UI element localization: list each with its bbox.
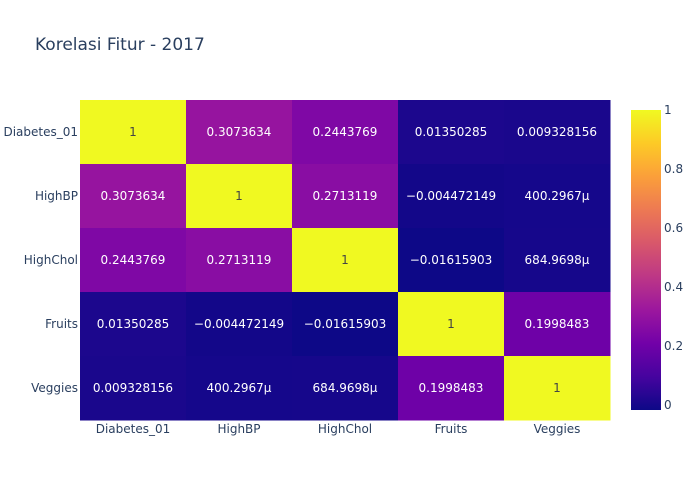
colorbar-tick-label: 1 <box>664 103 672 117</box>
colorbar-tick-label: 0 <box>664 398 672 412</box>
y-tick-label: HighChol <box>24 253 78 267</box>
cell-value-label: 1 <box>341 253 349 267</box>
heatmap-cell <box>504 292 611 357</box>
heatmap-cell <box>292 356 399 421</box>
cell-value-label: 0.3073634 <box>101 189 166 203</box>
heatmap-cell <box>186 100 293 165</box>
colorbar: 0 0.2 0.4 0.6 0.8 1 <box>631 103 683 412</box>
cell-value-label: 0.009328156 <box>517 125 597 139</box>
heatmap-cell <box>80 356 187 421</box>
heatmap-cell <box>504 100 611 165</box>
cell-value-label: 0.1998483 <box>525 317 590 331</box>
y-tick-label: Diabetes_01 <box>3 125 78 139</box>
x-tick-label: HighChol <box>318 422 372 436</box>
x-tick-label: Fruits <box>435 422 468 436</box>
y-tick-label: Veggies <box>31 381 78 395</box>
chart-title: Korelasi Fitur - 2017 <box>35 35 205 55</box>
cell-value-label: −0.01615903 <box>410 253 493 267</box>
x-axis-tick-labels: Diabetes_01 HighBP HighChol Fruits Veggies <box>96 422 581 436</box>
colorbar-gradient <box>631 110 661 410</box>
cell-value-label: 0.2713119 <box>313 189 378 203</box>
heatmap-cell <box>80 164 187 229</box>
heatmap-cell <box>292 292 399 357</box>
colorbar-tick-label: 0.4 <box>664 280 683 294</box>
cell-value-label: 400.2967μ <box>525 189 590 203</box>
x-tick-label: HighBP <box>217 422 260 436</box>
cell-value-label: 0.2443769 <box>101 253 166 267</box>
colorbar-tick-labels: 0 0.2 0.4 0.6 0.8 1 <box>664 103 683 412</box>
cell-value-label: 0.2713119 <box>207 253 272 267</box>
x-tick-label: Veggies <box>534 422 581 436</box>
heatmap-cell <box>398 292 505 357</box>
cell-value-label: 0.3073634 <box>207 125 272 139</box>
y-tick-label: Fruits <box>45 317 78 331</box>
x-tick-label: Diabetes_01 <box>96 422 171 436</box>
heatmap-cell <box>186 164 293 229</box>
heatmap-cell <box>80 292 187 357</box>
heatmap-cell <box>504 356 611 421</box>
heatmap-cell <box>80 100 187 165</box>
cell-value-label: 1 <box>553 381 561 395</box>
heatmap-cell <box>504 228 611 293</box>
cell-value-label: 1 <box>129 125 137 139</box>
cell-value-label: 0.1998483 <box>419 381 484 395</box>
heatmap-cell <box>398 164 505 229</box>
heatmap-cell <box>504 164 611 229</box>
heatmap-cell <box>292 164 399 229</box>
heatmap-cell <box>186 356 293 421</box>
heatmap-cell <box>398 100 505 165</box>
heatmap-cell <box>398 356 505 421</box>
heatmap-cell <box>292 228 399 293</box>
heatmap-cell <box>292 100 399 165</box>
heatmap-cells: 1 0.3073634 0.2443769 0.01350285 0.009328156… <box>80 100 611 421</box>
cell-value-label: 684.9698μ <box>525 253 590 267</box>
y-tick-label: HighBP <box>35 189 78 203</box>
cell-value-label: 0.2443769 <box>313 125 378 139</box>
cell-value-label: 0.01350285 <box>97 317 170 331</box>
cell-value-label: 684.9698μ <box>313 381 378 395</box>
cell-value-label: 400.2967μ <box>207 381 272 395</box>
y-axis-tick-labels: Diabetes_01 HighBP HighChol Fruits Veggies <box>3 125 78 395</box>
heatmap-cell <box>186 228 293 293</box>
cell-value-label: 1 <box>235 189 243 203</box>
cell-value-label: −0.01615903 <box>304 317 387 331</box>
cell-value-label: 1 <box>447 317 455 331</box>
heatmap-cell <box>186 292 293 357</box>
cell-value-label: −0.004472149 <box>406 189 496 203</box>
cell-value-label: −0.004472149 <box>194 317 284 331</box>
colorbar-tick-label: 0.6 <box>664 221 683 235</box>
cell-value-label: 0.01350285 <box>415 125 488 139</box>
heatmap-cell <box>80 228 187 293</box>
cell-value-label: 0.009328156 <box>93 381 173 395</box>
heatmap-cell <box>398 228 505 293</box>
colorbar-tick-label: 0.8 <box>664 162 683 176</box>
colorbar-tick-label: 0.2 <box>664 339 683 353</box>
